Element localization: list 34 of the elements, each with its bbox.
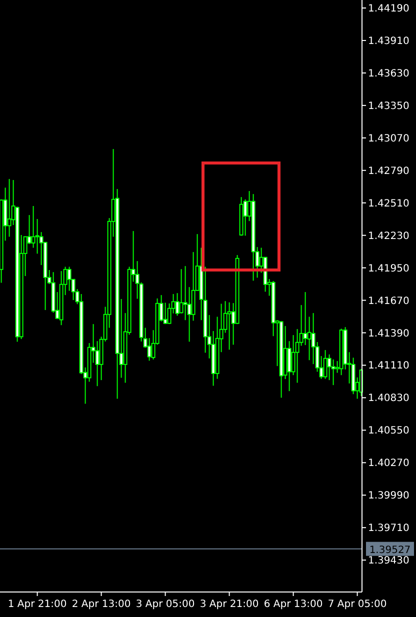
y-tick-label: 1.42790 [368, 166, 410, 177]
y-tick-label: 1.40830 [368, 393, 410, 404]
x-tick-label: 6 Apr 13:00 [264, 599, 323, 610]
y-tick-label: 1.41950 [368, 263, 410, 274]
x-tick-label: 7 Apr 05:00 [328, 599, 387, 610]
y-tick-label: 1.39990 [368, 490, 410, 502]
y-tick-label: 1.39710 [368, 523, 410, 534]
ref-line-label: 1.39527 [369, 544, 411, 556]
x-tick-label: 3 Apr 21:00 [200, 599, 259, 610]
y-tick-label: 1.43350 [368, 100, 410, 112]
candlestick [227, 302, 232, 350]
y-tick-label: 1.40550 [368, 426, 410, 437]
y-tick-label: 1.39430 [368, 556, 410, 567]
y-tick-label: 1.43070 [368, 133, 410, 144]
y-tick-label: 1.41390 [368, 328, 410, 340]
y-tick-label: 1.43910 [368, 36, 410, 47]
candlestick [327, 354, 332, 381]
x-tick-label: 3 Apr 05:00 [136, 599, 195, 610]
y-tick-label: 1.42230 [368, 230, 410, 242]
y-tick-label: 1.44190 [368, 4, 410, 15]
candlestick [243, 198, 248, 236]
x-tick-label: 2 Apr 13:00 [72, 599, 131, 610]
candlestick [303, 292, 308, 346]
candlestick [331, 358, 336, 386]
candlestick [7, 178, 12, 238]
y-tick-label: 1.43630 [368, 68, 410, 80]
x-tick-label: 1 Apr 21:00 [8, 599, 67, 610]
y-tick-label: 1.42510 [368, 198, 410, 210]
y-tick-label: 1.41670 [368, 296, 410, 307]
y-tick-label: 1.40270 [368, 458, 410, 470]
candlestick [147, 338, 152, 362]
y-tick-label: 1.41110 [368, 360, 410, 372]
candlestick [323, 350, 328, 380]
candlestick [67, 266, 72, 292]
